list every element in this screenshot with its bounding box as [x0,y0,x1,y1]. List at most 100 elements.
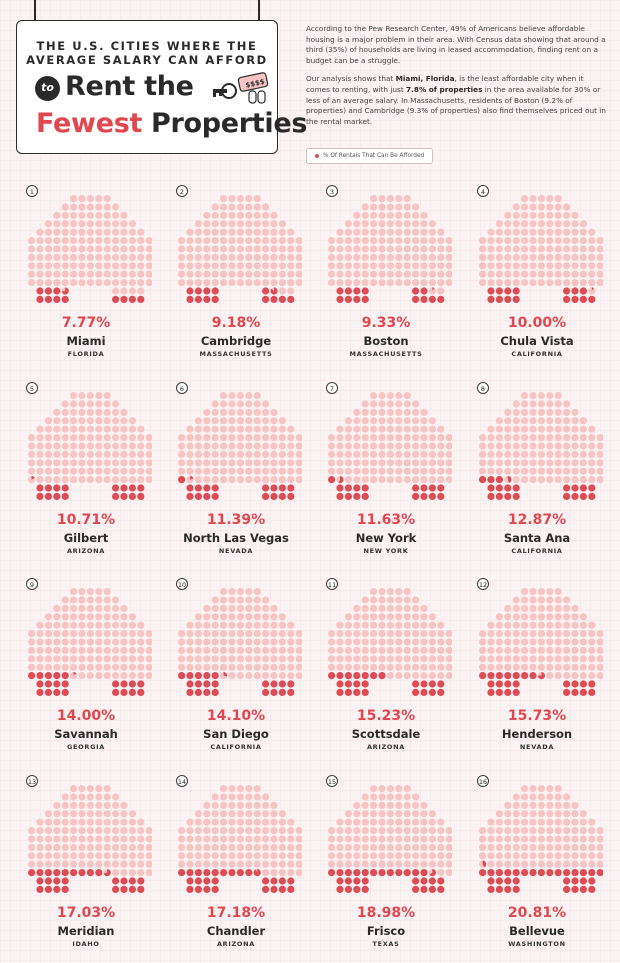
dot-empty [220,638,228,646]
dot-empty [211,843,219,851]
dot-empty [521,262,529,270]
dot-empty [203,613,211,621]
dot-empty [420,245,428,253]
dot-empty [395,417,403,425]
dot-empty [378,655,386,663]
dot-empty [479,827,487,835]
dot-empty [563,852,571,860]
dot-empty [245,596,253,604]
dot-empty [53,270,61,278]
dot-empty [504,818,512,826]
dot-filled [512,484,520,492]
dot-empty [571,860,579,868]
dot-empty [370,211,378,219]
dot-empty [70,621,78,629]
dot-empty [70,279,78,287]
dot-filled [495,869,503,877]
dot-empty [596,860,603,868]
dot-filled [194,492,202,500]
dot-empty [53,801,61,809]
dot-filled [495,287,503,295]
dot-empty [546,253,554,261]
city-card: 8 12.87% Santa Ana CALIFORNIA [467,382,607,562]
dot-empty [95,604,103,612]
dot-empty [537,434,545,442]
dot-empty [546,843,554,851]
dot-empty [546,262,554,270]
dot-empty [487,279,495,287]
rank-badge: 10 [176,578,188,590]
dot-empty [270,835,278,843]
dot-empty [211,211,219,219]
dot-filled [44,877,52,885]
dot-empty [563,476,571,484]
dot-empty [44,655,52,663]
dot-empty [428,646,436,654]
dot-filled [336,688,344,696]
dot-empty [336,646,344,654]
dot-empty [504,408,512,416]
dot-empty [537,220,545,228]
dot-empty [420,459,428,467]
dot-empty [537,279,545,287]
dot-empty [529,810,537,818]
dot-filled [86,869,94,877]
dot-empty [137,655,145,663]
dot-empty [487,827,495,835]
dot-empty [128,655,136,663]
dot-filled [120,885,128,893]
dot-empty [236,613,244,621]
dot-empty [336,270,344,278]
dot-empty [579,425,587,433]
dot-empty [44,621,52,629]
dot-filled [353,492,361,500]
dot-empty [361,630,369,638]
dot-empty [245,425,253,433]
dot-empty [278,843,286,851]
dot-empty [395,785,403,793]
to-badge: to [35,76,60,101]
dot-empty [120,237,128,245]
dot-empty [262,655,270,663]
dot-empty [245,613,253,621]
dot-empty [554,392,562,400]
percent-label: 18.98% [356,905,416,921]
dot-empty [70,211,78,219]
dot-empty [228,785,236,793]
dot-filled [563,885,571,893]
dot-empty [203,417,211,425]
dot-empty [546,203,554,211]
dot-empty [78,655,86,663]
dot-empty [571,818,579,826]
dot-empty [211,835,219,843]
dot-empty [78,630,86,638]
dot-empty [112,630,120,638]
dot-empty [137,237,145,245]
dot-empty [112,220,120,228]
dot-filled [61,680,69,688]
dot-filled [262,877,270,885]
dot-empty [529,835,537,843]
rank-badge: 16 [477,775,489,787]
dot-empty [145,630,152,638]
dot-empty [563,827,571,835]
dot-empty [395,793,403,801]
dot-empty [521,467,529,475]
dot-empty [203,262,211,270]
dot-empty [571,613,579,621]
dot-empty [287,228,295,236]
dot-empty [596,262,603,270]
house-waffle [328,588,452,696]
dot-empty [95,228,103,236]
dot-filled [378,869,386,877]
dot-empty [194,860,202,868]
dot-empty [44,434,52,442]
dot-empty [53,237,61,245]
dot-empty [579,672,587,680]
dot-empty [554,810,562,818]
dot-empty [245,203,253,211]
dot-empty [120,818,128,826]
dot-empty [137,459,145,467]
dot-empty [420,655,428,663]
dot-empty [253,621,261,629]
